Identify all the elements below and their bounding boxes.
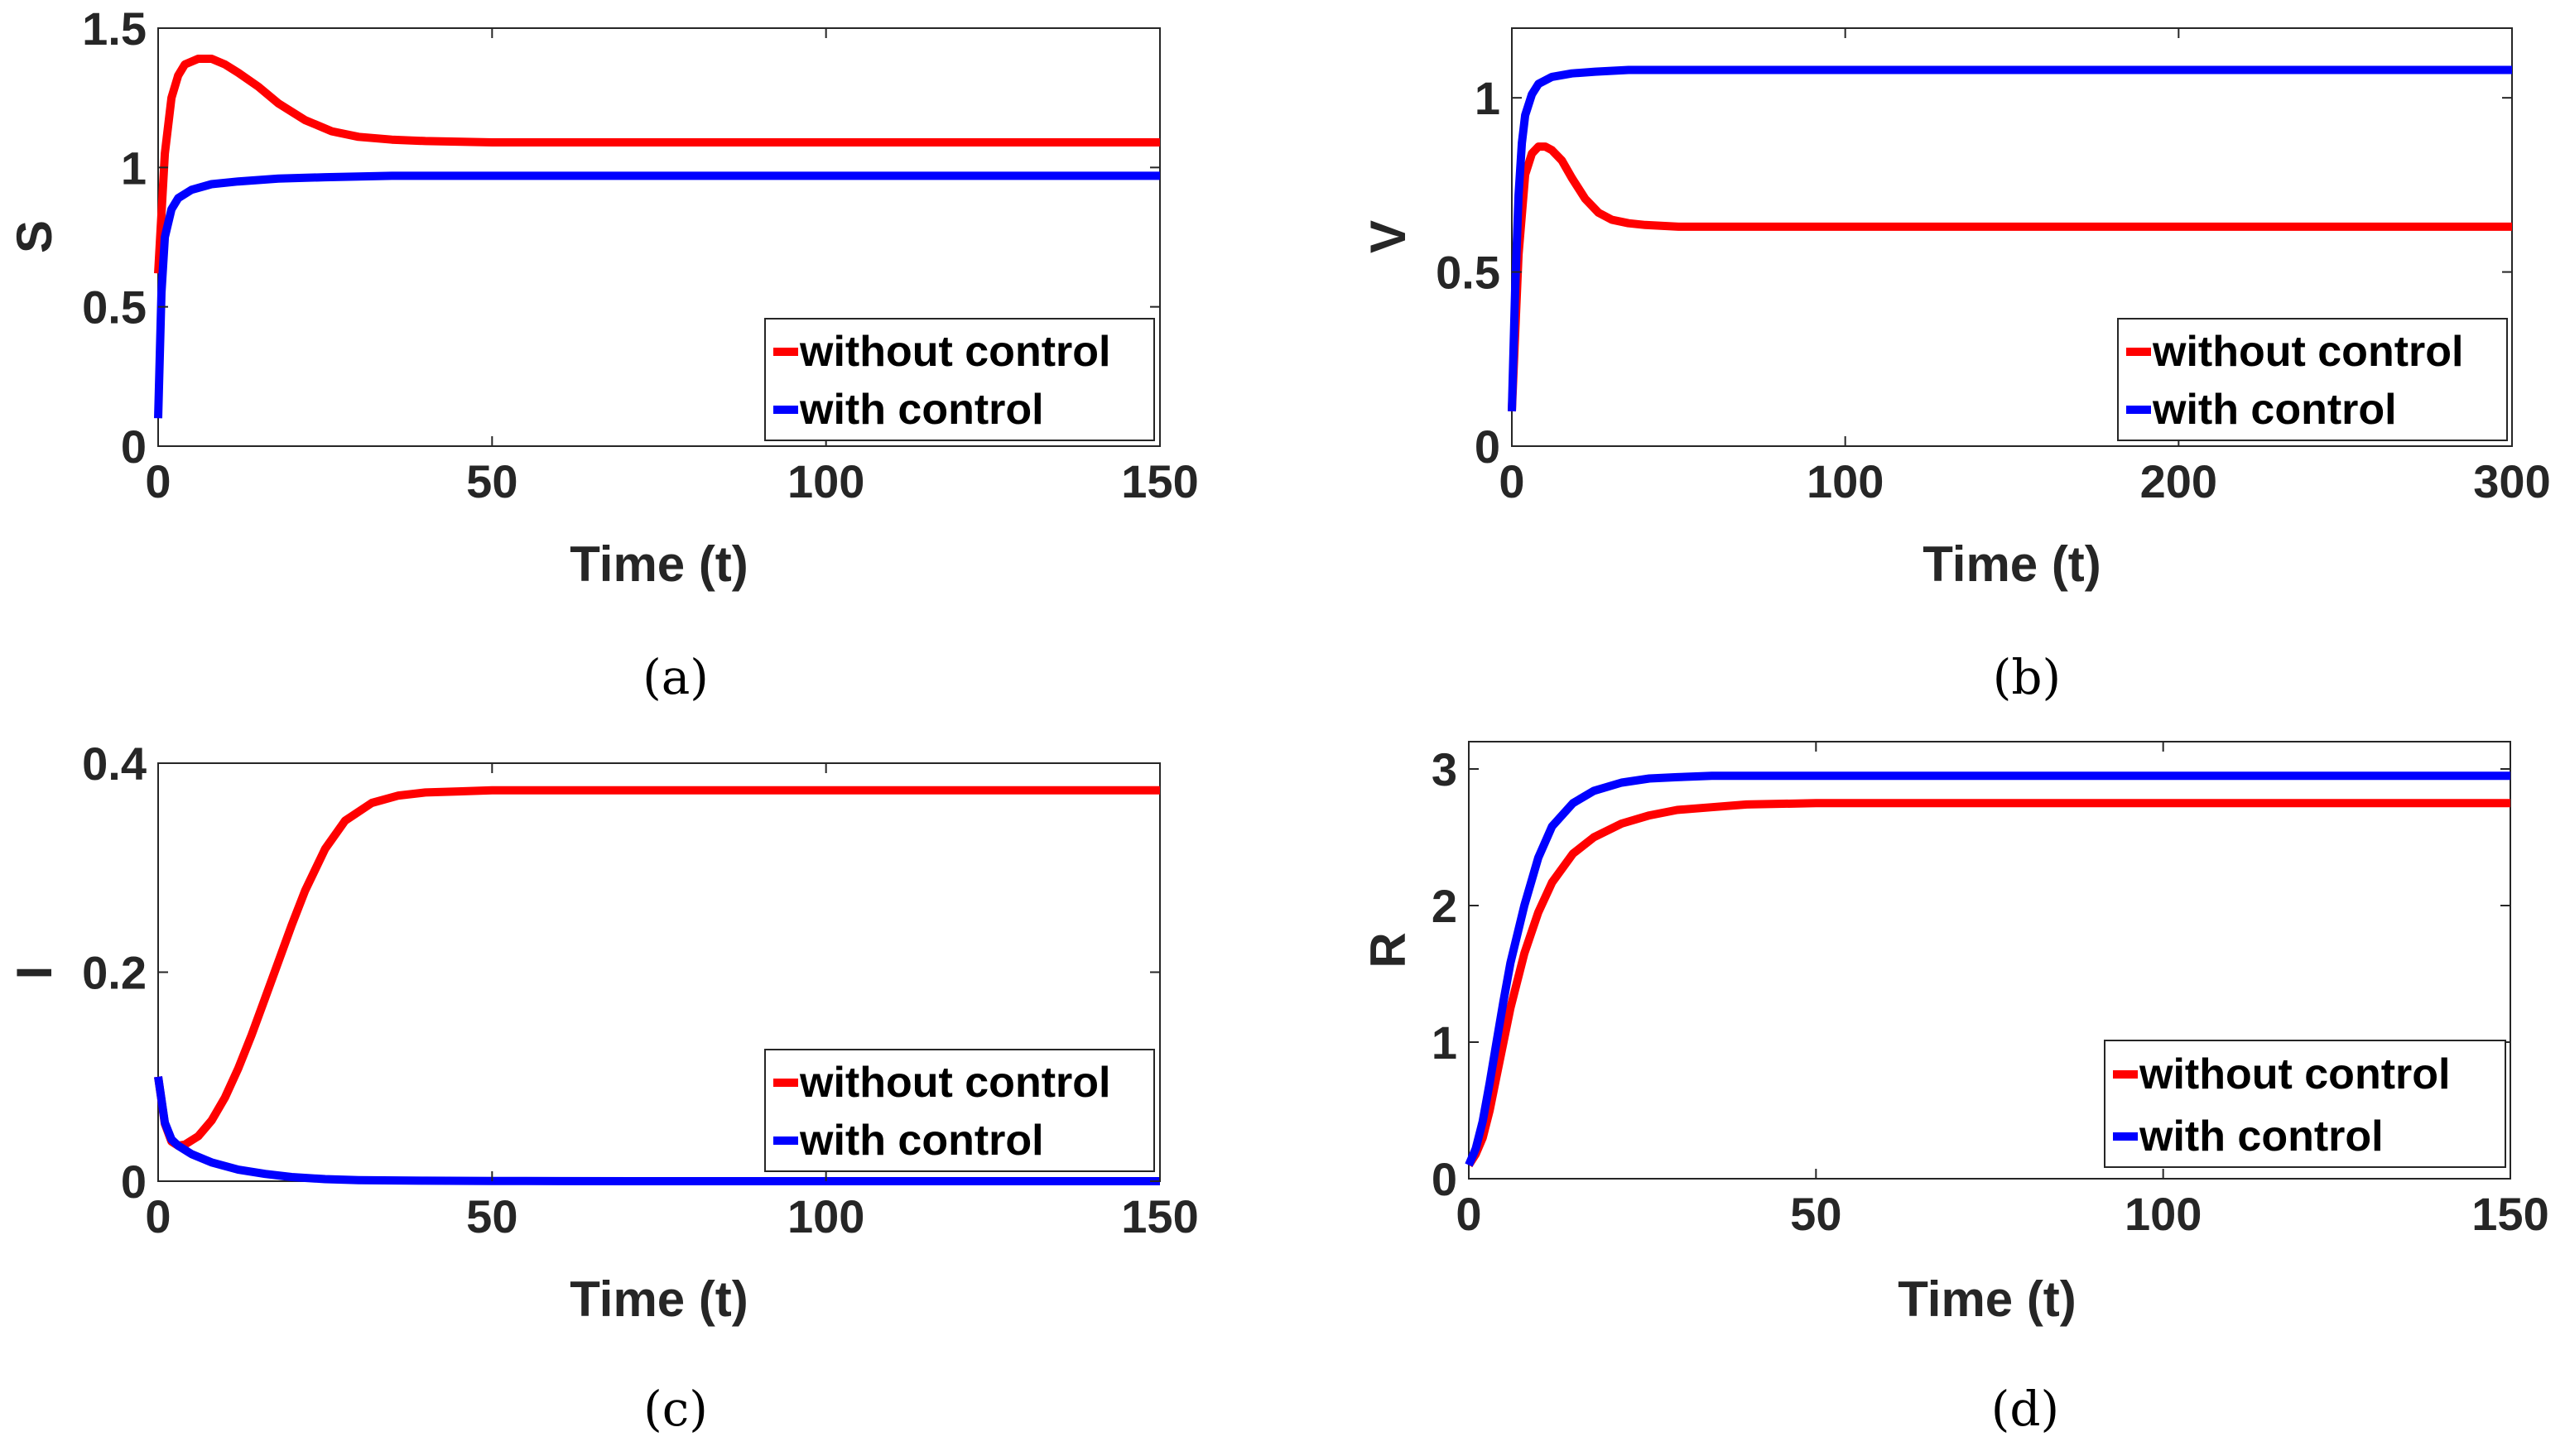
series-line-without-control-c bbox=[154, 786, 1160, 1151]
legend-label-with-control-b: with control bbox=[2152, 386, 2397, 434]
y-tick-label-d: 2 bbox=[1432, 880, 1457, 932]
x-tick-label-d: 100 bbox=[2125, 1188, 2202, 1240]
x-tick-label-a: 150 bbox=[1121, 455, 1198, 507]
x-tick-label-d: 150 bbox=[2471, 1188, 2548, 1240]
caption-d: (d) bbox=[1991, 1381, 2059, 1437]
data-layer-c bbox=[154, 786, 1160, 1185]
x-tick-label-b: 100 bbox=[1807, 455, 1884, 507]
series-line-without-control-b bbox=[1508, 142, 2512, 412]
y-axis-label-b: V bbox=[1360, 220, 1416, 253]
series-line-with-control-d bbox=[1465, 771, 2510, 1167]
y-tick-label-d: 1 bbox=[1432, 1016, 1457, 1069]
series-line-without-control-a bbox=[154, 55, 1160, 274]
y-tick-label-a: 1 bbox=[121, 142, 147, 194]
axis-layer-c: 0 50 100 150 0 0.2 0.4 bbox=[82, 738, 1199, 1242]
caption-b: (b) bbox=[1993, 649, 2061, 705]
y-axis-label-a: S bbox=[7, 220, 62, 253]
legend-box-b bbox=[2117, 318, 2508, 441]
y-tick-label-c: 0.2 bbox=[82, 947, 147, 999]
x-tick-label-a: 0 bbox=[145, 455, 171, 507]
x-tick-label-b: 300 bbox=[2473, 455, 2550, 507]
x-axis-label-b: Time (t) bbox=[1923, 536, 2101, 592]
legend-label-with-control-c: with control bbox=[799, 1117, 1044, 1165]
x-tick-label-c: 0 bbox=[145, 1190, 171, 1242]
axis-layer-d: 0 50 100 150 0 1 2 3 bbox=[1432, 742, 2549, 1240]
x-tick-label-b: 0 bbox=[1499, 455, 1524, 507]
x-axis-label-c: Time (t) bbox=[570, 1271, 748, 1327]
x-tick-label-c: 50 bbox=[466, 1190, 517, 1242]
y-tick-label-a: 0 bbox=[121, 420, 147, 473]
legend-label-with-control-a: with control bbox=[799, 386, 1044, 434]
y-tick-label-d: 0 bbox=[1432, 1153, 1457, 1205]
axis-layer-a: 0 50 100 150 0 0.5 1 1.5 bbox=[82, 2, 1199, 507]
chart-panel-d: 0 50 100 150 0 1 2 3 Time (t) R without control… bbox=[1360, 741, 2549, 1437]
x-tick-label-c: 100 bbox=[787, 1190, 864, 1242]
axis-layer-b: 0 100 200 300 0 0.5 1 bbox=[1436, 28, 2551, 507]
chart-panel-c: 0 50 100 150 0 0.2 0.4 Time (t) I without cont… bbox=[7, 738, 1199, 1437]
legend-b: without control with control bbox=[2117, 318, 2508, 441]
y-tick-label-b: 1 bbox=[1475, 72, 1500, 124]
x-tick-label-d: 0 bbox=[1456, 1188, 1481, 1240]
caption-c: (c) bbox=[643, 1381, 708, 1437]
y-tick-label-a: 0.5 bbox=[82, 281, 147, 334]
series-line-with-control-a bbox=[154, 171, 1160, 419]
caption-a: (a) bbox=[642, 649, 709, 705]
x-axis-label-a: Time (t) bbox=[570, 536, 748, 592]
y-tick-label-a: 1.5 bbox=[82, 2, 147, 55]
legend-c: without control with control bbox=[764, 1049, 1155, 1172]
data-layer-d bbox=[1465, 771, 2510, 1168]
legend-box-a bbox=[764, 318, 1155, 441]
legend-d: without control with control bbox=[2104, 1040, 2506, 1168]
x-tick-label-d: 50 bbox=[1790, 1188, 1841, 1240]
series-line-with-control-b bbox=[1508, 65, 2512, 412]
x-tick-label-c: 150 bbox=[1121, 1190, 1198, 1242]
y-tick-label-d: 3 bbox=[1432, 743, 1457, 795]
y-tick-label-c: 0.4 bbox=[82, 738, 147, 790]
x-axis-label-d: Time (t) bbox=[1898, 1271, 2077, 1327]
legend-label-without-control-a: without control bbox=[799, 328, 1110, 376]
x-tick-label-a: 100 bbox=[787, 455, 864, 507]
legend-label-with-control-d: with control bbox=[2139, 1112, 2384, 1160]
legend-label-without-control-d: without control bbox=[2139, 1050, 2450, 1098]
y-axis-label-d: R bbox=[1360, 932, 1416, 968]
series-line-with-control-c bbox=[154, 1076, 1160, 1185]
legend-label-without-control-b: without control bbox=[2152, 328, 2463, 376]
legend-label-without-control-c: without control bbox=[799, 1059, 1110, 1107]
legend-box-d bbox=[2104, 1040, 2506, 1168]
y-tick-label-c: 0 bbox=[121, 1156, 147, 1208]
y-axis-label-c: I bbox=[7, 966, 62, 980]
y-tick-label-b: 0 bbox=[1475, 420, 1500, 473]
legend-box-c bbox=[764, 1049, 1155, 1172]
x-tick-label-a: 50 bbox=[466, 455, 517, 507]
data-layer-b bbox=[1508, 65, 2512, 412]
y-tick-label-b: 0.5 bbox=[1436, 247, 1500, 299]
data-layer-a bbox=[154, 55, 1160, 419]
chart-panel-b: 0 100 200 300 0 0.5 1 Time (t) V without contr… bbox=[1360, 27, 2551, 705]
chart-panel-a: 0 50 100 150 0 0.5 1 1.5 Time (t) S without con… bbox=[7, 2, 1199, 705]
legend-a: without control with control bbox=[764, 318, 1155, 441]
x-tick-label-b: 200 bbox=[2140, 455, 2217, 507]
series-line-without-control-d bbox=[1465, 799, 2510, 1168]
